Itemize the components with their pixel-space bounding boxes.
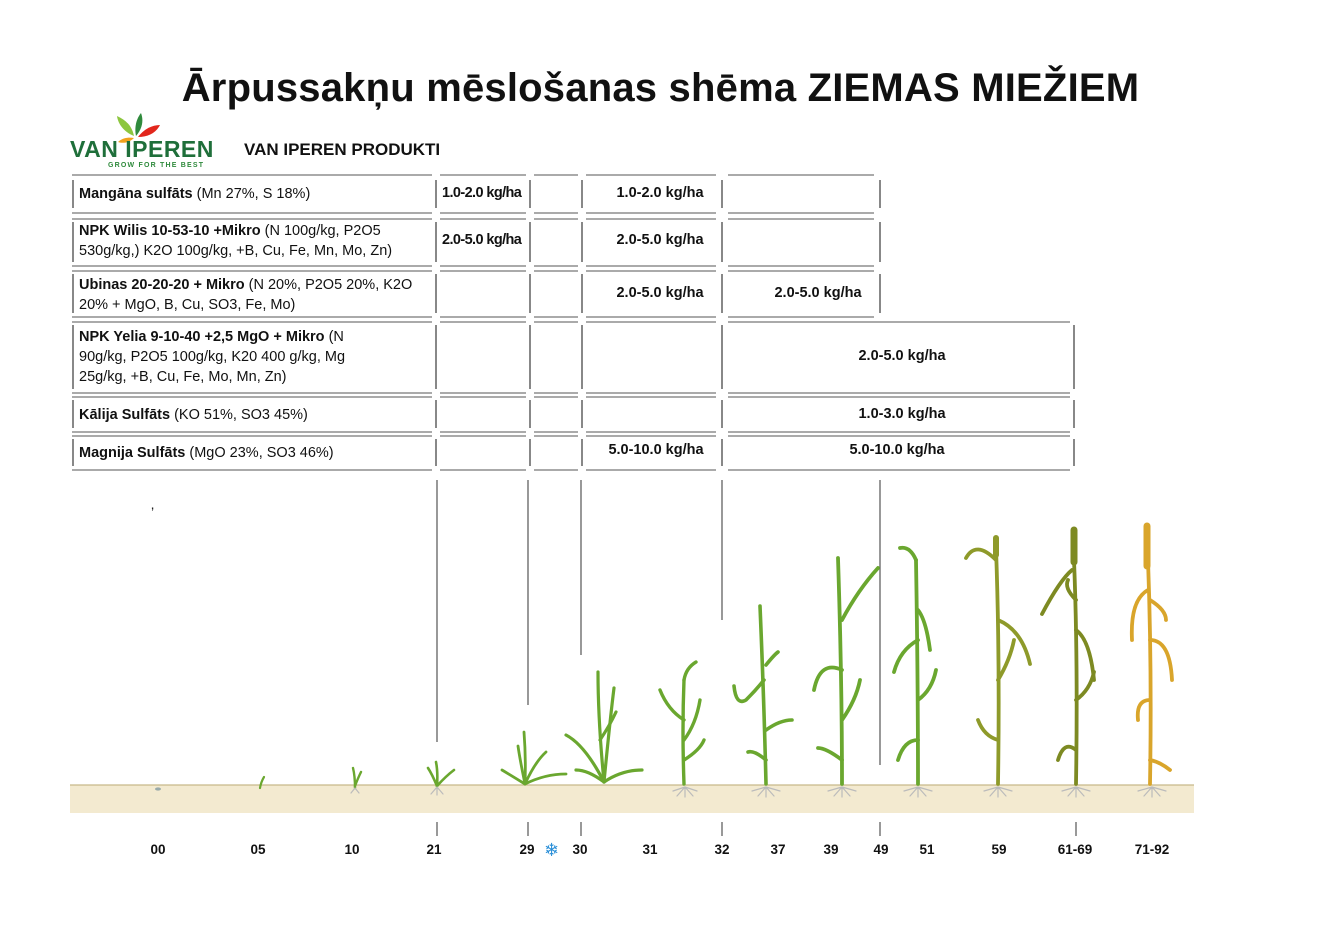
table-grid <box>72 174 1070 471</box>
seedling-05 <box>258 775 266 790</box>
stage-label: 39 <box>823 842 839 857</box>
leaf-icon <box>117 113 160 143</box>
stage-label: 29 <box>519 842 535 857</box>
rate-cell: 2.0-5.0 kg/ha <box>442 232 522 248</box>
plant-37 <box>732 604 794 786</box>
stage-label: 30 <box>572 842 588 857</box>
stage-label: 71-92 <box>1134 842 1170 857</box>
rate-cell: 2.0-5.0 kg/ha <box>616 285 704 301</box>
plant-31 <box>658 660 706 786</box>
rate-cell: 5.0-10.0 kg/ha <box>849 442 945 458</box>
plant-stages <box>155 522 1174 798</box>
stray-mark: ’ <box>151 504 155 520</box>
rate-cell: 1.0-3.0 kg/ha <box>858 406 946 422</box>
rate-cell: 5.0-10.0 kg/ha <box>608 442 704 458</box>
stage-label: 61-69 <box>1057 842 1093 857</box>
product-npk-yelia: NPK Yelia 9-10-40 +2,5 MgO + Mikro (N 90… <box>79 329 346 385</box>
seed-icon <box>155 787 161 791</box>
plant-29 <box>500 730 568 786</box>
snowflake-icon: ❄ <box>544 840 560 860</box>
stage-label: 05 <box>250 842 266 857</box>
product-magnija-sulfats: Magnija Sulfāts (MgO 23%, SO3 46%) <box>79 445 334 461</box>
stage-label: 00 <box>150 842 166 857</box>
rate-cell: 1.0-2.0 kg/ha <box>616 185 704 201</box>
stage-label: 10 <box>344 842 360 857</box>
stage-label: 31 <box>642 842 658 857</box>
plant-21 <box>426 760 456 788</box>
page-title: Ārpussakņu mēslošanas shēma ZIEMAS MIEŽI… <box>181 66 1140 110</box>
rate-cell: 2.0-5.0 kg/ha <box>616 232 704 248</box>
seedling-10 <box>351 766 363 790</box>
rate-cell: 2.0-5.0 kg/ha <box>858 348 946 364</box>
stage-verticals <box>436 480 1077 836</box>
brand-name: VAN IPEREN <box>70 136 214 162</box>
roots <box>350 786 1167 798</box>
stage-label: 49 <box>873 842 889 857</box>
product-ubinas: Ubinas 20-20-20 + Mikro (N 20%, P2O5 20%… <box>79 277 413 313</box>
product-npk-wilis: NPK Wilis 10-53-10 +Mikro (N 100g/kg, P2… <box>79 223 393 259</box>
stage-label: 32 <box>714 842 730 857</box>
stage-label: 37 <box>770 842 786 857</box>
product-kalija-sulfats: Kālija Sulfāts (KO 51%, SO3 45%) <box>79 407 308 423</box>
soil-band <box>70 785 1194 813</box>
plant-39 <box>812 556 880 786</box>
stage-label: 21 <box>426 842 442 857</box>
table-dividers <box>72 180 1075 466</box>
plant-71-92 <box>1129 558 1174 786</box>
section-heading: VAN IPEREN PRODUKTI <box>244 140 441 159</box>
plant-59 <box>964 546 1032 786</box>
van-iperen-logo <box>117 113 160 143</box>
plant-51 <box>892 545 938 786</box>
brand-tagline: GROW FOR THE BEST <box>108 162 205 169</box>
stage-label: 51 <box>919 842 935 857</box>
rate-cell: 1.0-2.0 kg/ha <box>442 185 522 201</box>
product-mangana-sulfats: Mangāna sulfāts (Mn 27%, S 18%) <box>79 186 311 202</box>
rate-cell: 2.0-5.0 kg/ha <box>774 285 862 301</box>
plant-61-69 <box>1040 558 1096 786</box>
plant-30 <box>564 670 644 784</box>
stage-label: 59 <box>991 842 1007 857</box>
